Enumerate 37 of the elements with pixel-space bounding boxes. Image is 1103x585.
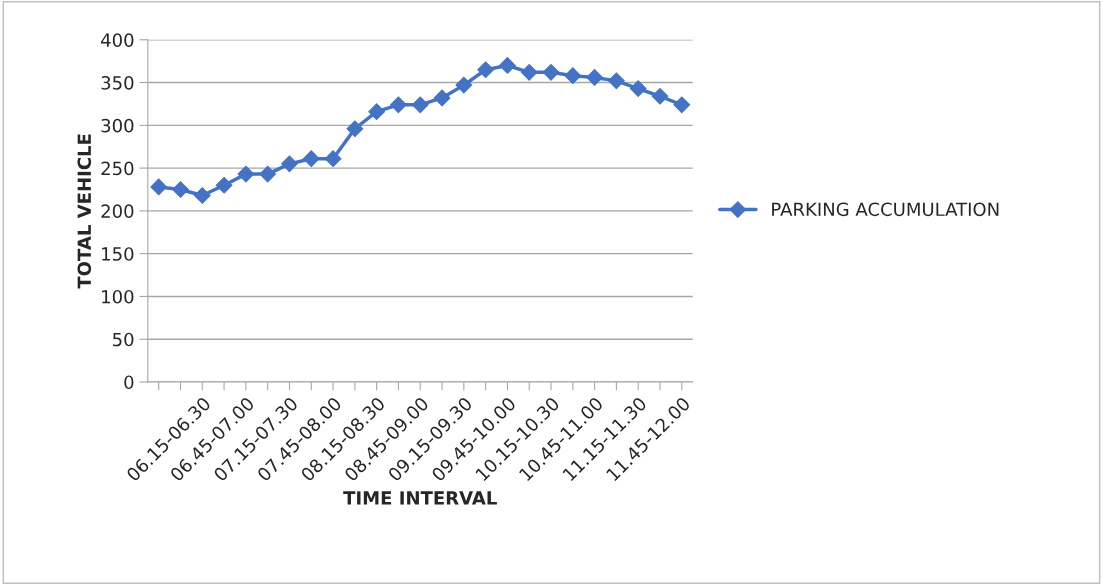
point [520,63,538,81]
point [586,69,603,86]
y-tick-label: 0 [124,375,134,390]
point [499,57,516,74]
point [324,150,342,168]
y-axis-title: TOTAL VEHICLE [77,134,92,289]
x-axis-title: TIME INTERVAL [343,491,497,505]
point [193,187,211,204]
point [629,80,647,97]
point [411,96,429,114]
y-tick-label: 150 [102,247,134,261]
point [542,63,560,81]
point [673,96,691,114]
y-tick-label: 300 [101,118,134,133]
point [455,76,473,94]
y-tick-label: 250 [101,161,134,176]
legend-label: PARKING ACCUMULATION [772,202,999,217]
point [608,72,625,90]
point [237,165,255,183]
point [433,89,451,107]
point [215,176,233,194]
point [346,120,364,138]
y-tick-label: 200 [101,204,134,219]
y-tick-label: 400 [101,33,134,47]
point [477,61,495,79]
y-tick-label: 100 [102,289,134,304]
y-tick-label: 50 [113,332,134,347]
y-tick-label: 350 [101,76,134,90]
point [368,103,386,121]
point [302,150,320,168]
point [651,87,669,105]
point [390,96,407,114]
point [281,155,298,173]
point [564,67,582,85]
point [150,178,168,196]
point [172,181,189,198]
point [259,165,277,183]
